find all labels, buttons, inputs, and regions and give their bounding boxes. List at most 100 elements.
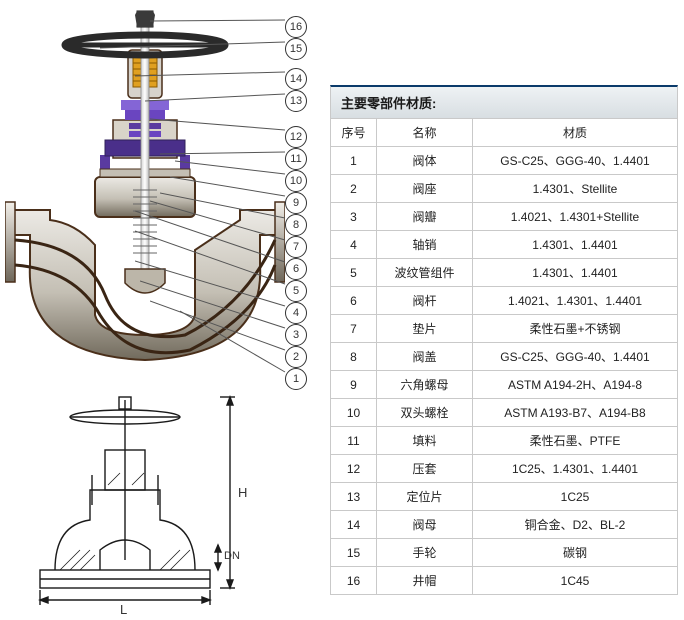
cell-name: 阀杆 (377, 287, 473, 315)
materials-table: 序号 名称 材质 1阀体GS-C25、GGG-40、1.44012阀座1.430… (330, 118, 678, 595)
callout-8: 8 (285, 214, 307, 236)
callout-10: 10 (285, 170, 307, 192)
cell-name: 六角螺母 (377, 371, 473, 399)
table-title: 主要零部件材质: (330, 85, 678, 118)
leader-13 (145, 93, 287, 102)
table-row: 14阀母铜合金、D2、BL-2 (331, 511, 678, 539)
cell-name: 填料 (377, 427, 473, 455)
callout-4: 4 (285, 302, 307, 324)
cell-name: 阀瓣 (377, 203, 473, 231)
diagram-area: 1615 1413 121110987654321 (0, 0, 330, 620)
cell-material: 铜合金、D2、BL-2 (473, 511, 678, 539)
leader-14 (135, 71, 287, 77)
leader-12 (150, 118, 287, 131)
cell-no: 5 (331, 259, 377, 287)
cell-material: 1.4021、1.4301、1.4401 (473, 287, 678, 315)
table-row: 9六角螺母ASTM A194-2H、A194-8 (331, 371, 678, 399)
table-row: 12压套1C25、1.4301、1.4401 (331, 455, 678, 483)
cell-material: ASTM A194-2H、A194-8 (473, 371, 678, 399)
cell-no: 9 (331, 371, 377, 399)
cell-material: GS-C25、GGG-40、1.4401 (473, 343, 678, 371)
callout-13: 13 (285, 90, 307, 112)
leader-16 (150, 19, 287, 22)
cell-name: 阀母 (377, 511, 473, 539)
table-row: 2阀座1.4301、Stellite (331, 175, 678, 203)
cell-no: 4 (331, 231, 377, 259)
schematic-drawing (20, 395, 250, 610)
cell-no: 11 (331, 427, 377, 455)
table-row: 15手轮碳钢 (331, 539, 678, 567)
cell-material: 1.4301、1.4401 (473, 231, 678, 259)
dim-DN: DN (224, 550, 240, 562)
cell-name: 手轮 (377, 539, 473, 567)
cell-no: 1 (331, 147, 377, 175)
leader-1 (180, 310, 287, 373)
table-row: 8阀盖GS-C25、GGG-40、1.4401 (331, 343, 678, 371)
callout-7: 7 (285, 236, 307, 258)
cell-material: ASTM A193-B7、A194-B8 (473, 399, 678, 427)
table-row: 13定位片1C25 (331, 483, 678, 511)
table-row: 6阀杆1.4021、1.4301、1.4401 (331, 287, 678, 315)
dim-H: H (238, 485, 247, 500)
callout-6: 6 (285, 258, 307, 280)
cell-name: 阀盖 (377, 343, 473, 371)
cell-no: 2 (331, 175, 377, 203)
callout-12: 12 (285, 126, 307, 148)
leader-10 (175, 160, 287, 175)
leader-11 (160, 151, 287, 155)
table-row: 3阀瓣1.4021、1.4301+Stellite (331, 203, 678, 231)
leader-15 (100, 41, 287, 49)
cell-material: 碳钢 (473, 539, 678, 567)
table-row: 16井帽1C45 (331, 567, 678, 595)
cell-no: 16 (331, 567, 377, 595)
cell-name: 垫片 (377, 315, 473, 343)
cell-no: 8 (331, 343, 377, 371)
table-row: 10双头螺栓ASTM A193-B7、A194-B8 (331, 399, 678, 427)
col-name: 名称 (377, 119, 473, 147)
table-header-row: 序号 名称 材质 (331, 119, 678, 147)
table-row: 7垫片柔性石墨+不锈钢 (331, 315, 678, 343)
cell-material: 1C25 (473, 483, 678, 511)
cell-name: 压套 (377, 455, 473, 483)
callout-3: 3 (285, 324, 307, 346)
cell-material: 1C45 (473, 567, 678, 595)
callout-15: 15 (285, 38, 307, 60)
table-row: 1阀体GS-C25、GGG-40、1.4401 (331, 147, 678, 175)
cell-material: 1.4021、1.4301+Stellite (473, 203, 678, 231)
materials-section: 主要零部件材质: 序号 名称 材质 1阀体GS-C25、GGG-40、1.440… (330, 85, 678, 595)
cell-no: 14 (331, 511, 377, 539)
callout-11: 11 (285, 148, 307, 170)
table-row: 11填料柔性石墨、PTFE (331, 427, 678, 455)
cell-no: 13 (331, 483, 377, 511)
cell-name: 双头螺栓 (377, 399, 473, 427)
cell-no: 6 (331, 287, 377, 315)
cell-no: 7 (331, 315, 377, 343)
cell-material: GS-C25、GGG-40、1.4401 (473, 147, 678, 175)
callout-14: 14 (285, 68, 307, 90)
callout-16: 16 (285, 16, 307, 38)
col-material: 材质 (473, 119, 678, 147)
cell-material: 1.4301、1.4401 (473, 259, 678, 287)
callout-5: 5 (285, 280, 307, 302)
cell-material: 1C25、1.4301、1.4401 (473, 455, 678, 483)
cell-no: 15 (331, 539, 377, 567)
cell-no: 3 (331, 203, 377, 231)
cell-no: 10 (331, 399, 377, 427)
cell-material: 1.4301、Stellite (473, 175, 678, 203)
callout-2: 2 (285, 346, 307, 368)
table-row: 5波纹管组件1.4301、1.4401 (331, 259, 678, 287)
cell-no: 12 (331, 455, 377, 483)
cell-name: 定位片 (377, 483, 473, 511)
cell-material: 柔性石墨、PTFE (473, 427, 678, 455)
callout-9: 9 (285, 192, 307, 214)
table-row: 4轴销1.4301、1.4401 (331, 231, 678, 259)
dim-L: L (120, 602, 127, 617)
cell-name: 轴销 (377, 231, 473, 259)
cell-name: 阀体 (377, 147, 473, 175)
col-no: 序号 (331, 119, 377, 147)
callout-1: 1 (285, 368, 307, 390)
cell-name: 井帽 (377, 567, 473, 595)
cell-material: 柔性石墨+不锈钢 (473, 315, 678, 343)
cell-name: 波纹管组件 (377, 259, 473, 287)
cell-name: 阀座 (377, 175, 473, 203)
